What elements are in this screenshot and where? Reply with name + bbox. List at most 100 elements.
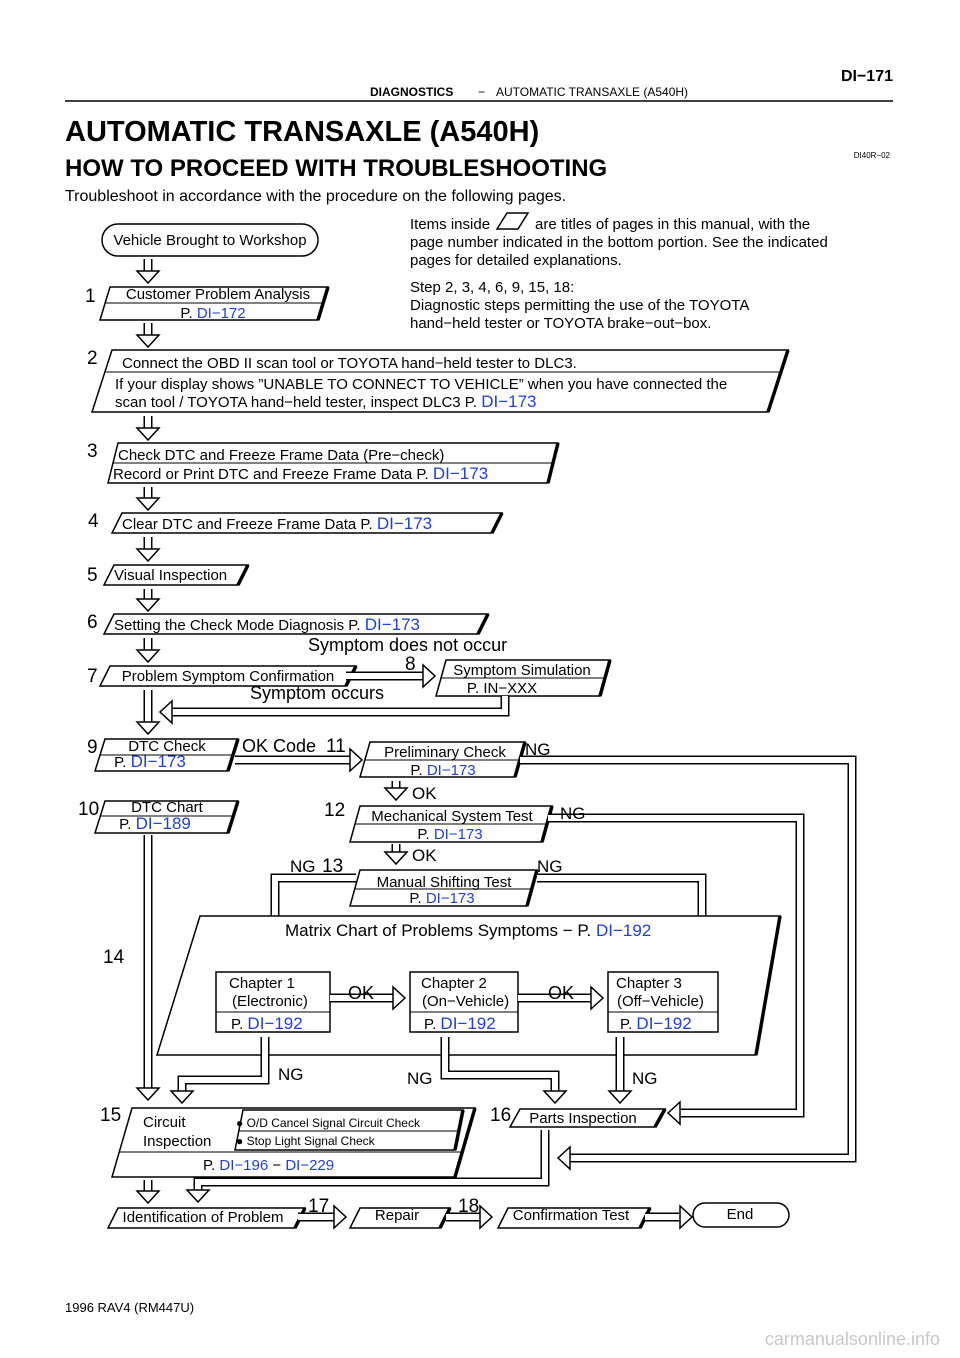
arrow-head — [349, 747, 364, 773]
step-number: 1 — [85, 286, 96, 307]
connector-inner — [442, 1037, 558, 1091]
title: Clear DTC and Freeze Frame Data P. — [122, 516, 373, 533]
step-title: Customer Problem Analysis — [126, 286, 310, 303]
branch-label: Symptom does not occur — [308, 635, 507, 655]
note: Step 2, 3, 4, 6, 9, 15, 18: — [410, 279, 574, 296]
ref: DI−189 — [136, 814, 191, 833]
box-shadow — [653, 1108, 667, 1128]
step-number: 2 — [87, 348, 98, 369]
step-number: 15 — [100, 1105, 121, 1126]
ref: DI−192 — [247, 1014, 302, 1033]
ok-label: OK — [548, 983, 574, 1003]
step-ref: P. DI−173 — [114, 752, 186, 771]
ref: DI−173 — [377, 514, 432, 533]
ref: DI−173 — [434, 826, 483, 843]
step-number: 7 — [87, 666, 98, 687]
box-shadow — [754, 915, 782, 1056]
ref: DI−173 — [427, 762, 476, 779]
ref: DI−173 — [365, 615, 420, 634]
ng-label: NG — [632, 1069, 658, 1088]
ref-prefix: P. — [114, 754, 126, 771]
step-title: Setting the Check Mode Diagnosis P. DI−1… — [114, 615, 420, 634]
footer: 1996 RAV4 (RM447U) — [65, 1300, 194, 1315]
ref: DI−192 — [596, 921, 651, 940]
title: Matrix Chart of Problems Symptoms − P. — [285, 921, 591, 940]
arrow-head — [135, 1190, 161, 1205]
ng-label: NG — [290, 857, 316, 876]
step-detail: If your display shows ”UNABLE TO CONNECT… — [115, 376, 727, 393]
arrow-head — [666, 1100, 681, 1126]
note: pages for detailed explanations. — [410, 252, 622, 269]
chapter-box — [215, 971, 331, 1033]
arrow-head — [479, 1204, 494, 1230]
box-shadow — [226, 800, 240, 834]
ref-prefix: P. — [410, 762, 422, 779]
step-number: 9 — [87, 737, 98, 758]
step-title: Clear DTC and Freeze Frame Data P. DI−17… — [122, 514, 432, 533]
chapter-ref: P. DI−192 — [424, 1014, 496, 1033]
arrow-head — [679, 1204, 694, 1230]
step-detail: Record or Print DTC and Freeze Frame Dat… — [113, 464, 488, 483]
connector-inner — [179, 1037, 268, 1091]
title: Setting the Check Mode Diagnosis P. — [114, 617, 361, 634]
arrow-head — [135, 497, 161, 512]
ref: DI−173 — [433, 464, 488, 483]
box-shadow — [236, 564, 250, 586]
end-label: End — [727, 1206, 754, 1223]
step-title: Problem Symptom Confirmation — [122, 668, 335, 685]
box-shadow — [766, 349, 790, 413]
arrow-head — [135, 427, 161, 442]
check-item: ● O/D Cancel Signal Circuit Check — [236, 1116, 421, 1130]
arrow-head — [556, 1145, 571, 1171]
step-number: 11 — [326, 736, 346, 757]
step-title: DTC Chart — [131, 799, 204, 816]
header-subsection: AUTOMATIC TRANSAXLE (A540H) — [496, 85, 688, 99]
note: page number indicated in the bottom port… — [410, 234, 828, 251]
step-title: Confirmation Test — [513, 1207, 630, 1224]
ref-prefix: P. — [424, 1016, 436, 1033]
ref: DI−196 — [219, 1157, 268, 1174]
matrix-title: Matrix Chart of Problems Symptoms − P. D… — [285, 921, 651, 940]
arrow-head — [383, 787, 409, 802]
arrow-head — [185, 1189, 211, 1204]
ref: DI−192 — [636, 1014, 691, 1033]
step-ref: P. DI−173 — [409, 890, 474, 907]
arrow-head — [542, 1090, 568, 1105]
box-shadow — [438, 1207, 452, 1229]
chapter-ref: P. DI−192 — [620, 1014, 692, 1033]
chapter-title: Chapter 1 — [229, 975, 295, 992]
ref-prefix: P. — [409, 890, 421, 907]
step-title: Symptom Simulation — [453, 662, 591, 679]
box-shadow — [490, 512, 504, 534]
header-section: DIAGNOSTICS — [370, 85, 453, 99]
note: Items inside — [410, 216, 490, 233]
note: hand−held tester or TOYOTA brake−out−box… — [410, 315, 711, 332]
detail: scan tool / TOYOTA hand−held tester, ins… — [115, 394, 477, 411]
step-number: 18 — [458, 1196, 479, 1217]
step-title: Visual Inspection — [114, 567, 227, 584]
step-number: 13 — [322, 856, 343, 877]
doc-code: DI40R−02 — [854, 151, 891, 160]
ng-label: NG — [560, 804, 586, 823]
diagram-shapes — [90, 212, 857, 1230]
step-number: 16 — [490, 1105, 511, 1126]
ref-prefix: P. — [231, 1016, 243, 1033]
chapter-subtitle: (Off−Vehicle) — [617, 993, 704, 1010]
connector-inner — [195, 1130, 548, 1190]
chapter-box — [607, 971, 719, 1033]
box-shadow — [525, 869, 539, 907]
note: Diagnostic steps permitting the use of t… — [410, 297, 749, 314]
arrow-head — [169, 1090, 195, 1105]
ref-prefix: P. — [180, 305, 192, 322]
ok-label: OK — [348, 983, 374, 1003]
ref: DI−192 — [440, 1014, 495, 1033]
step-ref: P. DI−196 − DI−229 — [203, 1157, 334, 1174]
step-ref: P. IN−XXX — [467, 680, 537, 697]
step-title: Parts Inspection — [529, 1110, 637, 1127]
step-number: 5 — [87, 565, 98, 586]
ref: DI−172 — [197, 305, 246, 322]
step-number: 10 — [78, 799, 99, 820]
note: are titles of pages in this manual, with… — [535, 216, 810, 233]
step-title: Circuit — [143, 1114, 186, 1131]
ref-prefix: P. — [119, 816, 131, 833]
